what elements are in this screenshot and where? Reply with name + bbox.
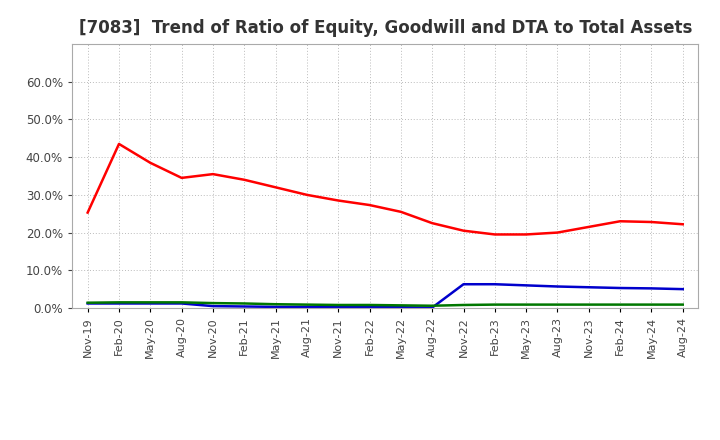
Goodwill xyxy=(271,304,280,309)
Goodwill xyxy=(334,304,343,309)
Goodwill xyxy=(114,301,123,306)
Line: Deferred Tax Assets: Deferred Tax Assets xyxy=(88,302,683,306)
Deferred Tax Assets xyxy=(428,303,436,308)
Equity xyxy=(271,185,280,190)
Equity xyxy=(240,177,248,183)
Deferred Tax Assets xyxy=(522,302,531,307)
Goodwill xyxy=(240,304,248,309)
Line: Equity: Equity xyxy=(88,144,683,235)
Deferred Tax Assets xyxy=(334,302,343,308)
Equity xyxy=(585,224,593,230)
Equity xyxy=(459,228,468,233)
Goodwill xyxy=(397,304,405,310)
Goodwill xyxy=(459,282,468,287)
Deferred Tax Assets xyxy=(84,300,92,305)
Equity xyxy=(84,210,92,215)
Equity xyxy=(428,220,436,226)
Equity xyxy=(647,220,656,225)
Equity xyxy=(209,172,217,177)
Deferred Tax Assets xyxy=(459,302,468,308)
Goodwill xyxy=(84,301,92,306)
Equity xyxy=(616,219,624,224)
Goodwill xyxy=(647,286,656,291)
Equity xyxy=(302,192,311,198)
Deferred Tax Assets xyxy=(365,302,374,308)
Equity xyxy=(177,175,186,180)
Deferred Tax Assets xyxy=(114,300,123,305)
Goodwill xyxy=(365,304,374,310)
Goodwill xyxy=(146,301,155,306)
Deferred Tax Assets xyxy=(678,302,687,307)
Goodwill xyxy=(428,305,436,310)
Equity xyxy=(553,230,562,235)
Goodwill xyxy=(522,283,531,288)
Equity xyxy=(334,198,343,203)
Goodwill xyxy=(585,285,593,290)
Deferred Tax Assets xyxy=(177,300,186,305)
Deferred Tax Assets xyxy=(146,300,155,305)
Deferred Tax Assets xyxy=(397,303,405,308)
Equity xyxy=(114,141,123,147)
Deferred Tax Assets xyxy=(585,302,593,307)
Goodwill xyxy=(553,284,562,289)
Goodwill xyxy=(678,286,687,292)
Deferred Tax Assets xyxy=(647,302,656,307)
Deferred Tax Assets xyxy=(209,301,217,306)
Equity xyxy=(678,222,687,227)
Goodwill xyxy=(302,304,311,309)
Equity xyxy=(522,232,531,237)
Goodwill xyxy=(616,286,624,291)
Equity xyxy=(490,232,499,237)
Deferred Tax Assets xyxy=(616,302,624,307)
Equity xyxy=(146,160,155,165)
Deferred Tax Assets xyxy=(553,302,562,307)
Equity xyxy=(397,209,405,214)
Deferred Tax Assets xyxy=(271,301,280,307)
Deferred Tax Assets xyxy=(490,302,499,307)
Goodwill xyxy=(490,282,499,287)
Goodwill xyxy=(177,301,186,306)
Deferred Tax Assets xyxy=(240,301,248,306)
Line: Goodwill: Goodwill xyxy=(88,284,683,308)
Title: [7083]  Trend of Ratio of Equity, Goodwill and DTA to Total Assets: [7083] Trend of Ratio of Equity, Goodwil… xyxy=(78,19,692,37)
Deferred Tax Assets xyxy=(302,302,311,307)
Equity xyxy=(365,202,374,208)
Goodwill xyxy=(209,304,217,309)
